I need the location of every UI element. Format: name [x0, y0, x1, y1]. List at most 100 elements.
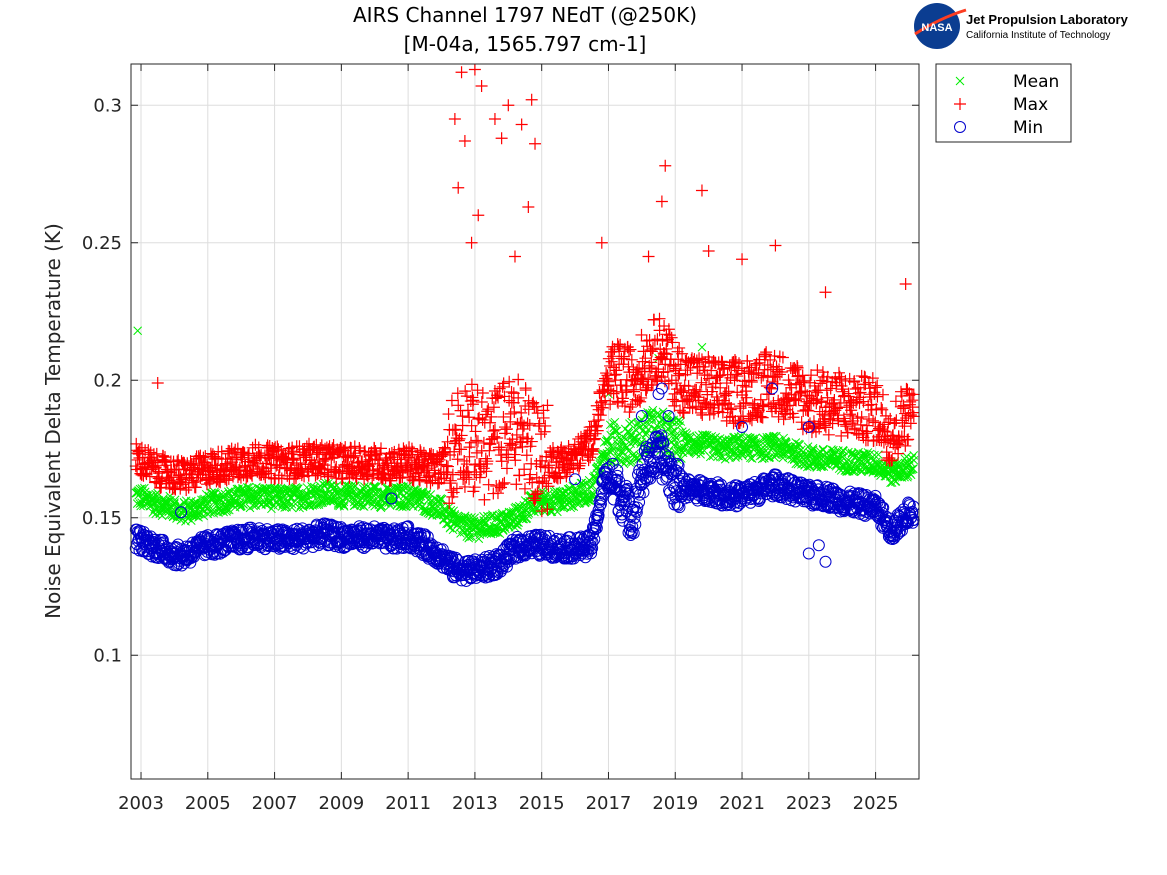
- point-mean: [705, 452, 715, 462]
- point-mean: [580, 486, 590, 496]
- jpl-logo: NASA Jet Propulsion Laboratory Californi…: [914, 3, 1129, 49]
- point-mean: [629, 433, 638, 443]
- point-mean: [862, 450, 871, 460]
- point-mean: [401, 502, 411, 511]
- point-mean: [716, 452, 725, 462]
- nasa-swoosh-icon: [914, 8, 967, 36]
- point-mean: [674, 416, 684, 425]
- point-mean: [480, 516, 489, 526]
- point-mean: [852, 465, 861, 475]
- point-max: [212, 475, 225, 488]
- point-mean: [587, 489, 596, 499]
- nasa-meatball-icon: [914, 3, 960, 49]
- point-mean: [280, 503, 290, 512]
- y-axis-ticks: 0.10.150.20.250.3: [82, 95, 919, 666]
- point-mean: [870, 450, 879, 460]
- point-mean: [610, 417, 620, 427]
- point-mean: [606, 430, 616, 440]
- point-mean: [553, 507, 562, 517]
- y-tick-label: 0.1: [93, 645, 122, 666]
- point-mean: [908, 464, 918, 474]
- point-mean: [460, 513, 470, 523]
- series-mean: [131, 326, 919, 544]
- point-mean: [393, 483, 402, 493]
- point-mean: [222, 505, 232, 515]
- point-mean: [247, 484, 256, 494]
- point-mean: [658, 407, 668, 417]
- point-mean: [170, 498, 179, 507]
- point-mean: [584, 496, 594, 505]
- point-mean: [796, 445, 806, 455]
- point-mean: [806, 450, 816, 459]
- x-tick-label: 2025: [853, 793, 899, 814]
- point-mean: [586, 496, 595, 506]
- point-mean: [903, 472, 912, 482]
- point-mean: [835, 454, 845, 464]
- point-mean: [239, 500, 248, 509]
- x-tick-label: 2011: [385, 793, 431, 814]
- point-mean: [769, 431, 779, 441]
- point-mean: [668, 426, 678, 436]
- point-mean: [670, 431, 680, 441]
- point-mean: [339, 500, 349, 510]
- point-mean: [847, 448, 857, 458]
- point-max: [135, 441, 148, 454]
- x-tick-label: 2003: [118, 793, 164, 814]
- point-mean: [422, 490, 431, 500]
- point-mean: [795, 440, 804, 450]
- point-max: [189, 481, 202, 494]
- point-mean: [653, 409, 662, 418]
- point-mean: [631, 453, 641, 463]
- point-mean: [339, 502, 349, 511]
- point-mean: [467, 513, 476, 522]
- point-max: [174, 471, 187, 484]
- point-mean: [242, 483, 252, 492]
- y-tick-label: 0.15: [82, 508, 122, 529]
- point-mean: [663, 411, 673, 421]
- y-tick-label: 0.3: [93, 95, 122, 116]
- point-mean: [803, 442, 813, 451]
- point-mean: [244, 483, 254, 492]
- point-mean: [136, 501, 146, 511]
- point-mean: [771, 450, 781, 459]
- point-mean: [629, 452, 639, 462]
- chart-title-line1: AIRS Channel 1797 NEdT (@250K): [353, 3, 697, 27]
- point-mean: [903, 471, 913, 481]
- x-tick-label: 2015: [519, 793, 565, 814]
- x-tick-label: 2021: [719, 793, 765, 814]
- point-mean: [582, 479, 592, 489]
- point-mean: [170, 495, 180, 505]
- point-mean: [677, 427, 687, 436]
- point-mean: [670, 435, 679, 444]
- point-mean: [223, 487, 233, 497]
- point-mean: [624, 446, 634, 456]
- point-mean-outlier: [133, 326, 143, 336]
- point-mean: [704, 441, 713, 451]
- point-max: [177, 478, 190, 491]
- x-axis-ticks: 2003 2005 2007 2009 2011 2013 2015 2017 2019 2021…: [118, 64, 898, 814]
- point-mean: [654, 410, 664, 419]
- chart-title-line2: [M-04a, 1565.797 cm-1]: [404, 32, 647, 56]
- point-max: [180, 483, 193, 496]
- point-mean: [310, 500, 319, 509]
- x-tick-label: 2023: [786, 793, 832, 814]
- point-mean: [734, 432, 743, 442]
- point-mean: [697, 438, 707, 448]
- point-mean: [522, 514, 532, 523]
- series-max: [129, 63, 920, 518]
- point-max: [131, 453, 144, 466]
- jpl-title: Jet Propulsion Laboratory: [966, 12, 1129, 27]
- plot-area: [131, 64, 919, 779]
- point-mean: [746, 453, 755, 463]
- point-max: [160, 456, 173, 469]
- point-mean: [326, 496, 336, 506]
- x-tick-label: 2005: [185, 793, 231, 814]
- point-mean: [465, 532, 475, 542]
- x-tick-label: 2019: [652, 793, 698, 814]
- point-mean: [633, 418, 643, 427]
- point-max: [144, 446, 157, 459]
- point-mean: [234, 484, 243, 494]
- point-mean: [294, 484, 303, 494]
- point-mean: [577, 487, 587, 496]
- point-mean: [449, 506, 459, 516]
